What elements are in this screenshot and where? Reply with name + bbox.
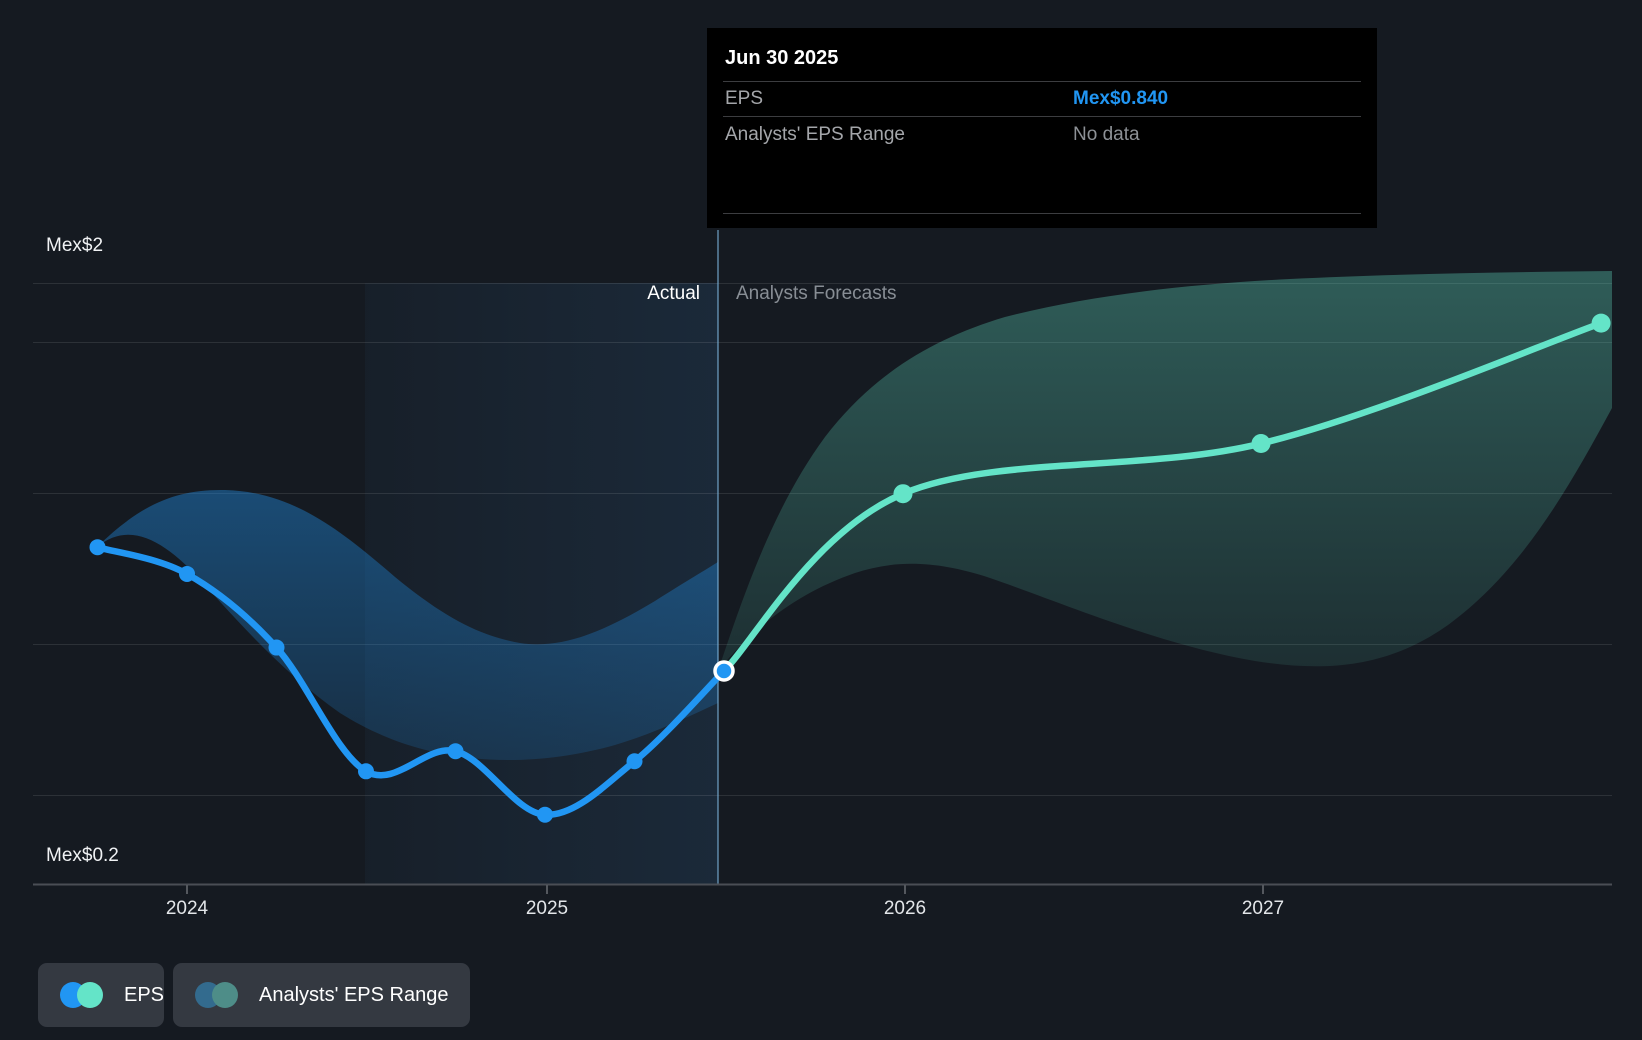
forecast-data-point: [1251, 434, 1271, 454]
x-tick-label-2024: 2024: [165, 898, 209, 919]
tooltip-range-value: No data: [1073, 124, 1140, 145]
actual-data-point: [537, 806, 553, 823]
forecast-data-point: [1591, 313, 1611, 333]
tooltip-eps-value: Mex$0.840: [1073, 88, 1169, 109]
range-teal-dot-icon: [212, 982, 238, 1008]
actual-data-point: [447, 743, 464, 760]
legend-button-eps-range[interactable]: Analysts' EPS Range: [173, 963, 470, 1027]
x-axis-ticks: [186, 885, 1264, 894]
legend-label-eps: EPS: [124, 983, 165, 1006]
eps-teal-dot-icon: [77, 982, 103, 1008]
tooltip-date: Jun 30 2025: [725, 47, 839, 69]
actual-section-label: Actual: [647, 283, 700, 304]
forecast-data-point: [893, 484, 913, 504]
tooltip-range-label: Analysts' EPS Range: [725, 124, 905, 145]
actual-data-point: [89, 539, 106, 556]
tooltip-eps-label: EPS: [725, 88, 764, 109]
actual-highlight-band: [365, 283, 718, 884]
x-tick-label-2025: 2025: [525, 898, 569, 919]
legend-button-eps[interactable]: EPS: [38, 963, 164, 1027]
marker-layer: [89, 313, 1611, 823]
hover-tooltip: Jun 30 2025 EPS Mex$0.840 Analysts' EPS …: [707, 28, 1377, 228]
eps-forecast-line: [720, 319, 1605, 675]
x-tick-label-2027: 2027: [1241, 898, 1285, 919]
tooltip-separator: [723, 213, 1361, 214]
actual-data-point: [179, 565, 195, 582]
forecast-section-label: Analysts Forecasts: [736, 283, 897, 304]
y-axis-label-top: Mex$2: [46, 235, 104, 256]
y-axis-label-bottom: Mex$0.2: [46, 845, 119, 866]
actual-data-point: [268, 639, 285, 656]
actual-data-point: [358, 763, 374, 780]
x-tick-label-2026: 2026: [883, 898, 927, 919]
current-eps-point: [713, 660, 735, 682]
legend-label-eps-range: Analysts' EPS Range: [259, 983, 449, 1006]
actual-range-band: [97, 489, 718, 761]
forecast-range-band: [718, 271, 1612, 671]
tooltip-separator: [723, 81, 1361, 82]
tooltip-separator: [723, 116, 1361, 117]
actual-data-point: [626, 753, 643, 770]
